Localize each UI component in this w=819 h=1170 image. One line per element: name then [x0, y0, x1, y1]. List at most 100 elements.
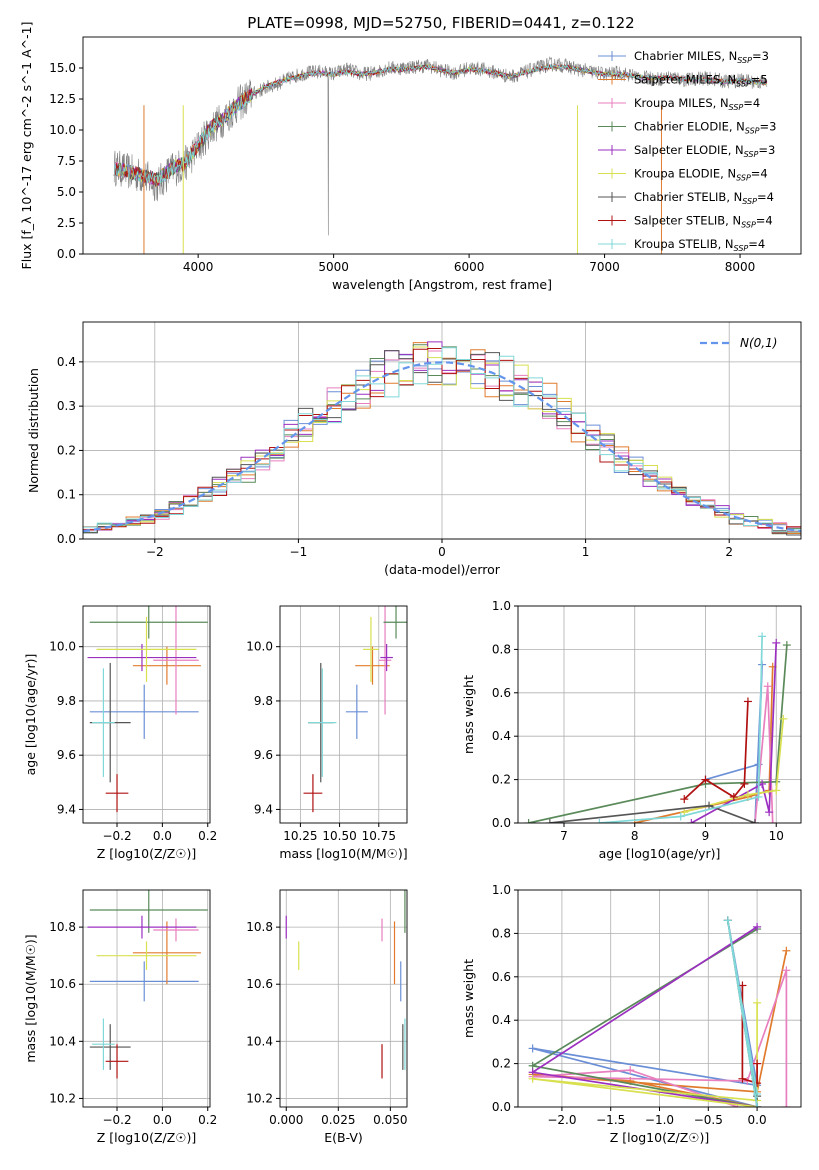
y-tick-label: 1.0 — [492, 599, 511, 613]
axes-frame — [517, 605, 802, 824]
mass-weight-line — [532, 1002, 758, 1107]
y-tick-label: 10.0 — [49, 123, 76, 137]
legend-label: Chabrier STELIB, NSSP=4 — [634, 190, 774, 206]
panel-mass_vs_EBV: 0.000 0.025 0.050 10.2 10.4 10.6 10.8 E(B-V) — [246, 889, 408, 1145]
y-tick-label: 10.6 — [49, 977, 76, 991]
axes-frame — [279, 889, 408, 1108]
y-tick-label: 0.2 — [492, 773, 511, 787]
y-tick-label: 7.5 — [57, 154, 76, 168]
mass-weight-line — [683, 701, 749, 800]
x-tick-label: −1.5 — [596, 1113, 625, 1127]
y-tick-label: 10.4 — [49, 1034, 76, 1048]
x-tick-label: 0.2 — [198, 1113, 217, 1127]
legend-label: N(0,1) — [740, 336, 777, 350]
y-tick-label: 10.0 — [246, 640, 273, 654]
x-tick-label: 5000 — [318, 260, 349, 274]
y-axis-label: mass weight — [461, 959, 476, 1038]
x-axis-label: mass [log10(M/M☉)] — [279, 846, 407, 861]
x-tick-label: 10.25 — [283, 829, 317, 843]
axes-frame — [82, 889, 211, 1108]
panel-spectrum: 4000 5000 6000 7000 8000 0.0 2.5 5.0 7.5 10.0 12.5… — [19, 22, 802, 292]
y-tick-label: 9.6 — [57, 748, 76, 762]
legend: Chabrier MILES, NSSP=3 Salpeter MILES, NS… — [598, 49, 776, 253]
x-axis-label: E(B-V) — [324, 1130, 363, 1145]
x-tick-label: −2 — [146, 545, 164, 559]
x-tick-label: −0.2 — [102, 829, 131, 843]
y-tick-label: 0.0 — [492, 1100, 511, 1114]
panel-age_vs_mass: 10.25 10.50 10.75 9.4 9.6 9.8 10.0 mass [log10(… — [246, 605, 408, 861]
x-tick-label: 0.000 — [269, 1113, 303, 1127]
y-tick-label: 15.0 — [49, 61, 76, 75]
mass-weight-line — [634, 666, 774, 823]
plot-area — [528, 916, 791, 1107]
axes-frame — [82, 36, 802, 255]
y-tick-label: 0.8 — [492, 926, 511, 940]
legend-label: Kroupa MILES, NSSP=4 — [634, 96, 760, 112]
x-tick-label: 0.025 — [321, 1113, 355, 1127]
x-tick-label: −1 — [290, 545, 308, 559]
panel-mass_vs_Z: −0.2 0.0 0.2 10.2 10.4 10.6 10.8 Z [log10(Z/Z☉)… — [23, 889, 217, 1145]
x-axis-label: wavelength [Angstrom, rest frame] — [332, 277, 552, 292]
panel-residuals: −2 −1 0 1 2 0.0 0.1 0.2 0.3 0.4 (data-model)/error… — [26, 321, 802, 577]
mass-weight-line — [741, 985, 758, 1085]
plot-area — [113, 56, 768, 254]
panel-massweight_vs_Z: −2.0 −1.5 −1.0 −0.5 0.0 0.0 0.2 0.4 0.6 0.8 1.0 Z [… — [461, 883, 802, 1145]
y-tick-label: 1.0 — [492, 883, 511, 897]
y-tick-label: 0.3 — [57, 399, 76, 413]
x-axis-label: Z [log10(Z/Z☉)] — [97, 846, 197, 861]
x-tick-label: 7 — [560, 829, 568, 843]
x-axis-label: Z [log10(Z/Z☉)] — [610, 1130, 710, 1145]
y-tick-label: 10.6 — [246, 977, 273, 991]
y-tick-label: 0.0 — [492, 816, 511, 830]
mass-weight-line — [599, 636, 763, 823]
y-tick-label: 12.5 — [49, 92, 76, 106]
y-tick-label: 0.6 — [492, 970, 511, 984]
plot-area — [303, 606, 407, 813]
mass-weight-line — [532, 970, 788, 1107]
plot-area — [83, 341, 801, 538]
x-tick-label: 0.0 — [153, 1113, 172, 1127]
y-tick-label: 0.4 — [492, 729, 511, 743]
x-tick-label: 10.50 — [322, 829, 356, 843]
y-tick-label: 10.0 — [49, 640, 76, 654]
y-tick-label: 10.2 — [246, 1091, 273, 1105]
y-tick-label: 0.4 — [492, 1013, 511, 1027]
axes-frame — [82, 605, 211, 824]
x-tick-label: 1 — [582, 545, 590, 559]
y-tick-label: 10.2 — [49, 1091, 76, 1105]
x-tick-label: −2.0 — [547, 1113, 576, 1127]
x-tick-label: 4000 — [183, 260, 214, 274]
mass-weight-line — [549, 804, 756, 823]
mass-weight-line — [528, 645, 788, 823]
plot-area — [524, 632, 791, 823]
y-tick-label: 5.0 — [57, 185, 76, 199]
legend-label: Salpeter MILES, NSSP=5 — [634, 73, 768, 89]
legend-label: Kroupa STELIB, NSSP=4 — [634, 237, 765, 253]
panel-massweight_vs_age: 7 8 9 10 0.0 0.2 0.4 0.6 0.8 1.0 age [log10(age/yr… — [461, 599, 802, 861]
mass-weight-line — [690, 642, 778, 823]
x-tick-label: 6000 — [454, 260, 485, 274]
y-tick-label: 0.0 — [57, 247, 76, 261]
x-tick-label: −0.5 — [694, 1113, 723, 1127]
y-tick-label: 10.8 — [49, 920, 76, 934]
y-axis-label: mass [log10(M/M☉)] — [23, 934, 38, 1062]
y-tick-label: 9.4 — [57, 802, 76, 816]
y-tick-label: 9.4 — [254, 802, 273, 816]
x-tick-label: −1.0 — [645, 1113, 674, 1127]
y-tick-label: 9.6 — [254, 748, 273, 762]
y-tick-label: 10.8 — [246, 920, 273, 934]
x-axis-label: age [log10(age/yr)] — [599, 846, 721, 861]
y-axis-label: Normed distribution — [26, 368, 41, 493]
mass-weight-line — [684, 718, 785, 813]
x-tick-label: 2 — [725, 545, 733, 559]
y-tick-label: 0.8 — [492, 642, 511, 656]
y-tick-label: 9.8 — [254, 694, 273, 708]
y-tick-label: 2.5 — [57, 216, 76, 230]
legend-label: Salpeter STELIB, NSSP=4 — [634, 214, 773, 230]
y-tick-label: 0.2 — [492, 1057, 511, 1071]
x-axis-label: Z [log10(Z/Z☉)] — [97, 1130, 197, 1145]
y-tick-label: 9.8 — [57, 694, 76, 708]
model-spectrum — [113, 63, 768, 184]
y-tick-label: 0.6 — [492, 686, 511, 700]
x-tick-label: 8 — [631, 829, 639, 843]
